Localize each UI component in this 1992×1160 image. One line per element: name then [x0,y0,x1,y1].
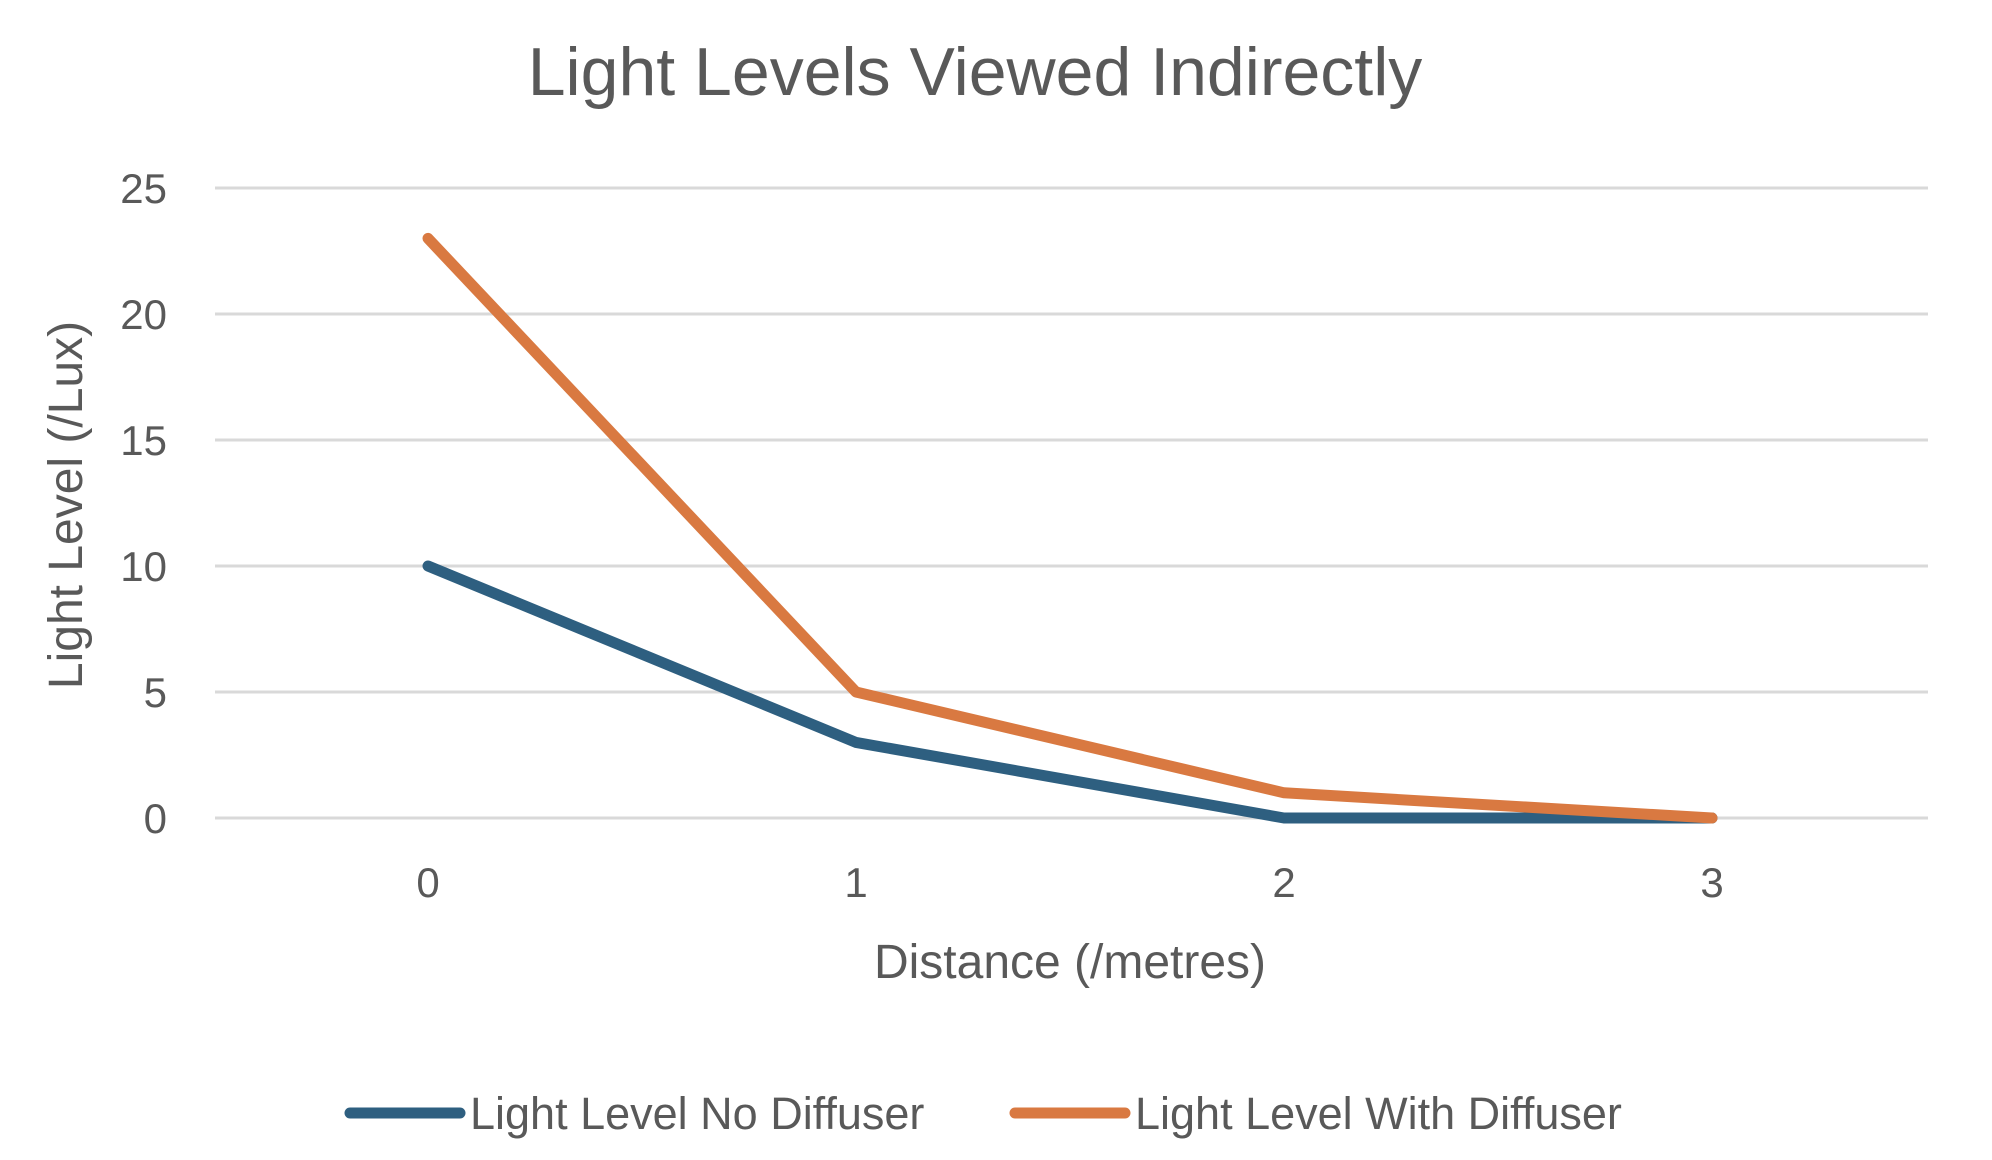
legend: Light Level No Diffuser Light Level With … [344,1088,1622,1139]
x-axis-ticks: 0 1 2 3 [416,859,1723,906]
chart-title: Light Levels Viewed Indirectly [528,34,1423,110]
x-tick-label: 0 [416,859,439,906]
y-axis-label: Light Level (/Lux) [40,321,93,689]
y-tick-label: 15 [120,417,167,464]
legend-label: Light Level No Diffuser [470,1088,924,1139]
y-tick-label: 25 [120,165,167,212]
x-axis-label: Distance (/metres) [874,936,1266,989]
legend-label: Light Level With Diffuser [1135,1088,1622,1139]
x-tick-label: 2 [1272,859,1295,906]
y-tick-label: 10 [120,543,167,590]
y-tick-label: 20 [120,291,167,338]
x-tick-label: 1 [844,859,867,906]
series-line-no-diffuser [422,560,1718,824]
y-tick-label: 0 [144,795,167,842]
series-lines [422,232,1718,824]
series-line-with-diffuser [422,232,1718,824]
y-axis-ticks: 0 5 10 15 20 25 [120,165,167,842]
x-tick-label: 3 [1700,859,1723,906]
y-tick-label: 5 [144,669,167,716]
